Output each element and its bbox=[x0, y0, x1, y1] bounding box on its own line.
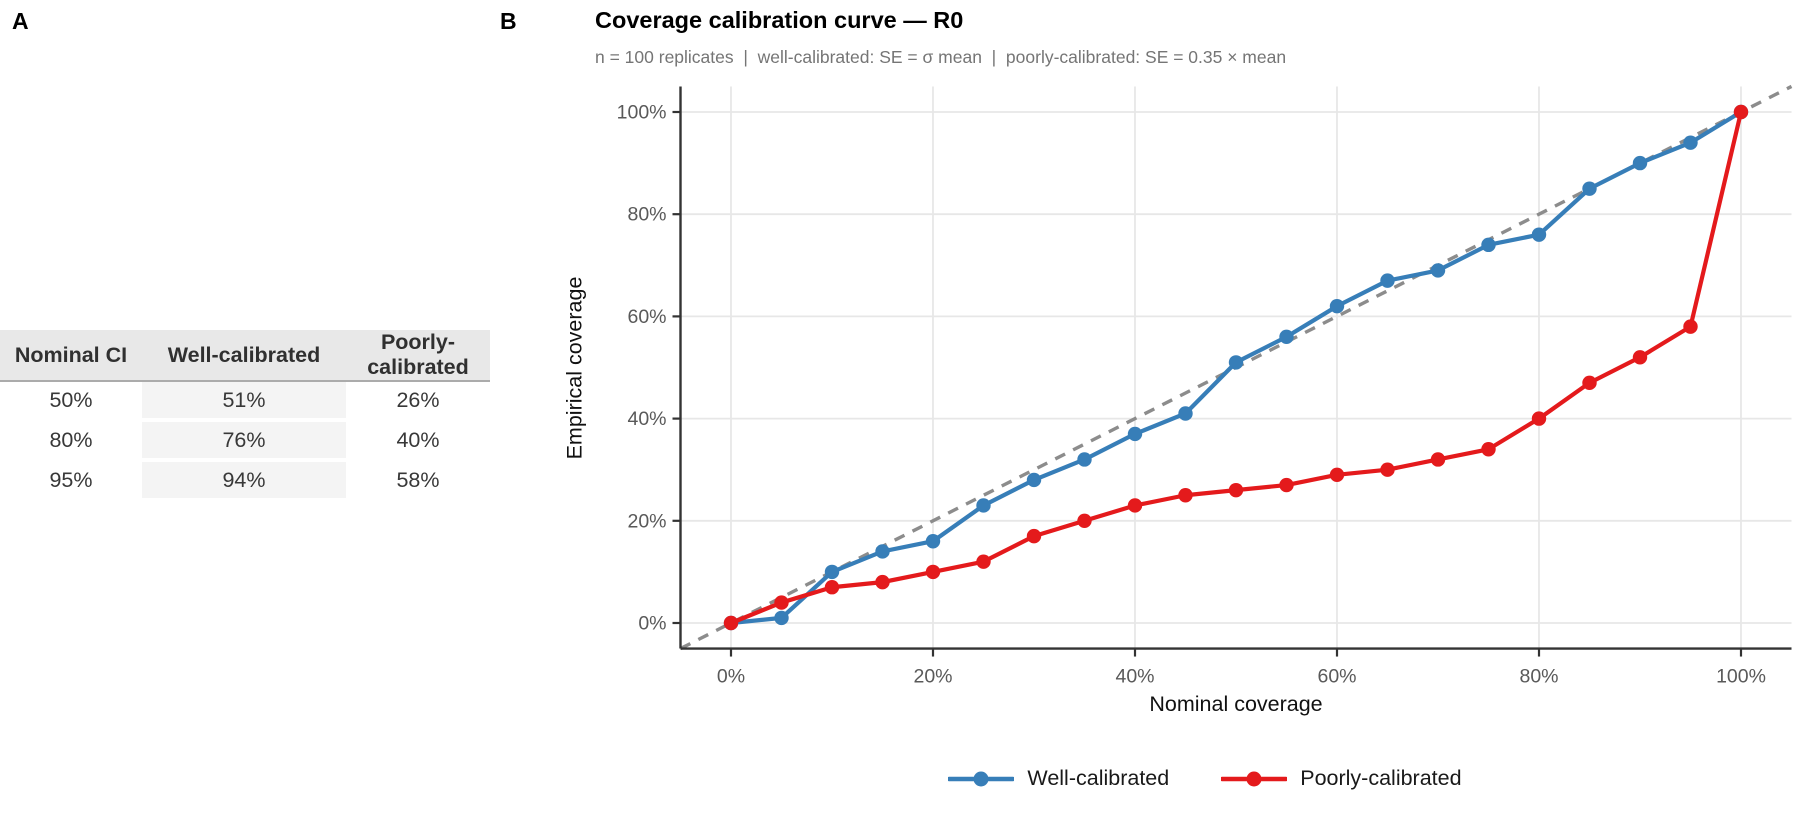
y-tick-label: 20% bbox=[627, 510, 666, 532]
table-cell: 58% bbox=[346, 460, 490, 502]
data-point bbox=[1380, 273, 1395, 288]
data-point bbox=[1481, 442, 1496, 457]
data-point bbox=[824, 564, 840, 580]
data-point bbox=[1430, 263, 1446, 278]
table-row: 80% 76% 40% bbox=[0, 420, 490, 462]
data-point bbox=[976, 498, 991, 513]
data-point bbox=[1531, 227, 1547, 242]
table-cell: 94% bbox=[142, 460, 346, 502]
gridlines bbox=[680, 86, 1792, 649]
data-point bbox=[1683, 135, 1698, 150]
y-axis-title: Empirical coverage bbox=[562, 276, 587, 460]
data-point bbox=[1279, 329, 1294, 345]
legend-key-icon bbox=[1221, 771, 1288, 786]
chart-subtitle: n = 100 replicates | well-calibrated: SE… bbox=[595, 47, 1287, 67]
panel-a-label: A bbox=[12, 8, 29, 34]
legend-item: Well-calibrated bbox=[948, 766, 1169, 791]
y-tick-label: 100% bbox=[617, 102, 667, 124]
table-cell: 95% bbox=[0, 460, 142, 502]
data-point bbox=[1228, 355, 1244, 370]
table-cell: 76% bbox=[142, 420, 346, 462]
table-cell: 80% bbox=[0, 420, 142, 462]
table-header-row: Nominal CI Well-calibrated Poorly-calibr… bbox=[0, 330, 490, 382]
panel-b-label: B bbox=[500, 8, 517, 34]
legend-key-point bbox=[1246, 771, 1262, 786]
table-row: 50% 51% 26% bbox=[0, 381, 490, 422]
data-point bbox=[774, 610, 789, 626]
data-point bbox=[976, 554, 991, 569]
data-point bbox=[1430, 452, 1446, 467]
y-tick-label: 40% bbox=[627, 408, 666, 430]
data-point bbox=[1228, 482, 1244, 498]
table-row: 95% 94% 58% bbox=[0, 460, 490, 502]
data-point bbox=[1178, 488, 1193, 503]
table-header: Nominal CI Well-calibrated Poorly-calibr… bbox=[0, 330, 490, 382]
data-point bbox=[1481, 237, 1496, 253]
data-point bbox=[875, 574, 890, 590]
calibration-table: Nominal CI Well-calibrated Poorly-calibr… bbox=[0, 330, 490, 502]
x-axis-title: Nominal coverage bbox=[1149, 692, 1323, 716]
data-point bbox=[774, 595, 789, 610]
x-tick-label: 0% bbox=[717, 666, 745, 688]
data-point bbox=[723, 615, 739, 631]
coverage-calibration-chart: 0% 0% 20% 20% 40% 40% 60% 60% 80% 80% 100% 100% bbox=[617, 84, 1793, 688]
table-header-cell: Poorly-calibrated bbox=[346, 330, 490, 382]
table-cell: 26% bbox=[346, 381, 490, 422]
data-point bbox=[1178, 406, 1193, 421]
legend-key-icon bbox=[948, 771, 1015, 786]
x-tick-label: 60% bbox=[1317, 666, 1356, 688]
data-point bbox=[1279, 477, 1294, 493]
table-body: 50% 51% 26% 80% 76% 40% 95% 94% 58% bbox=[0, 381, 490, 502]
y-tick-label: 60% bbox=[627, 306, 666, 328]
table-cell: 51% bbox=[142, 381, 346, 422]
data-point bbox=[1380, 462, 1395, 477]
axes: 0% 0% 20% 20% 40% 40% 60% 60% 80% 80% 100% 100% bbox=[617, 86, 1792, 688]
data-point bbox=[1077, 513, 1092, 528]
chart-title: Coverage calibration curve — R0 bbox=[595, 7, 964, 33]
data-point bbox=[1127, 498, 1143, 513]
data-point bbox=[824, 580, 840, 595]
series-poorly-calibrated bbox=[723, 104, 1749, 631]
x-tick-label: 20% bbox=[913, 666, 952, 688]
data-point bbox=[1329, 467, 1345, 483]
legend-item: Poorly-calibrated bbox=[1221, 766, 1462, 791]
data-point bbox=[925, 564, 941, 580]
legend-label: Poorly-calibrated bbox=[1300, 766, 1462, 790]
data-point bbox=[1582, 375, 1597, 391]
table-header-cell: Nominal CI bbox=[0, 330, 142, 382]
data-point bbox=[1127, 426, 1143, 442]
data-point bbox=[1026, 472, 1042, 488]
x-tick-label: 80% bbox=[1519, 666, 1558, 688]
data-point bbox=[1329, 298, 1345, 314]
chart-legend: Well-calibrated Poorly-calibrated bbox=[580, 766, 1800, 791]
x-tick-label: 40% bbox=[1115, 666, 1154, 688]
table-header-cell: Well-calibrated bbox=[142, 330, 346, 382]
data-point bbox=[1026, 528, 1042, 544]
legend-label: Well-calibrated bbox=[1027, 766, 1170, 790]
x-tick-label: 100% bbox=[1716, 666, 1766, 688]
data-point bbox=[1531, 411, 1547, 426]
data-point bbox=[1582, 181, 1597, 196]
data-point bbox=[925, 534, 941, 549]
legend-key-point bbox=[973, 771, 989, 786]
table-cell: 40% bbox=[346, 420, 490, 462]
series-well-calibrated bbox=[723, 104, 1749, 631]
data-point bbox=[875, 544, 890, 559]
y-tick-label: 0% bbox=[638, 613, 666, 635]
table-cell: 50% bbox=[0, 381, 142, 422]
data-point bbox=[1632, 155, 1648, 171]
data-point bbox=[1683, 319, 1698, 334]
data-point bbox=[1733, 104, 1749, 120]
data-point bbox=[1632, 350, 1648, 365]
data-point bbox=[1077, 452, 1092, 467]
y-tick-label: 80% bbox=[627, 204, 666, 226]
